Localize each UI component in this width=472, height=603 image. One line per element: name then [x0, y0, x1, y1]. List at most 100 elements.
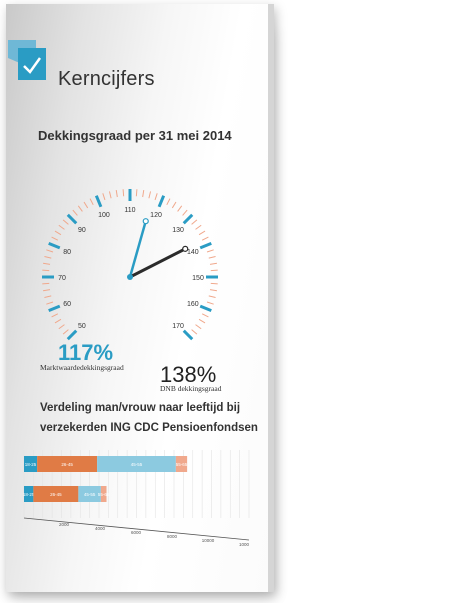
- gauge-minor-tick: [208, 255, 216, 259]
- gauge-tick-label: 60: [63, 301, 71, 308]
- gauge-minor-tick: [209, 262, 217, 265]
- bar-segment: [33, 486, 79, 502]
- gauge-minor-tick: [77, 205, 83, 212]
- brand-title: Kerncijfers: [58, 68, 155, 90]
- gauge-tick-label: 80: [63, 249, 71, 256]
- bar-segment: [100, 486, 107, 502]
- gauge-minor-tick: [42, 282, 50, 285]
- dnb-value-needle: [129, 247, 186, 279]
- bar-segment-label: 45-55: [84, 492, 96, 497]
- gauge-minor-tick: [62, 329, 69, 335]
- gauge-tick-label: 100: [98, 212, 110, 219]
- dnb-needle-tip: [182, 245, 189, 252]
- gauge-minor-tick: [122, 189, 125, 197]
- gauge-tick-label: 140: [187, 249, 199, 256]
- gauge-minor-tick: [44, 255, 52, 259]
- gauge-minor-tick: [115, 190, 118, 198]
- gauge-minor-tick: [166, 198, 171, 206]
- bar-segment: [97, 456, 176, 472]
- gauge-minor-tick: [154, 193, 158, 201]
- bar-segment-label: 26-45: [61, 462, 73, 467]
- gauge-major-tick: [199, 241, 212, 250]
- dnb-value-label: DNB dekkingsgraad: [160, 384, 222, 393]
- gauge-minor-tick: [148, 191, 152, 199]
- gauge-minor-tick: [198, 230, 206, 236]
- market-needle-tip: [142, 218, 149, 225]
- gauge-minor-tick: [135, 189, 138, 197]
- gauge-minor-tick: [208, 295, 216, 299]
- market-value-needle: [128, 220, 147, 278]
- gauge-tick-label: 120: [150, 212, 162, 219]
- gauge-major-tick: [94, 195, 103, 208]
- gauge-major-tick: [48, 241, 61, 250]
- gauge-minor-tick: [89, 198, 94, 206]
- gauge-minor-tick: [201, 236, 209, 241]
- gauge-major-tick: [182, 329, 194, 341]
- gauge-minor-tick: [182, 209, 188, 216]
- gauge-minor-tick: [177, 205, 183, 212]
- gauge-minor-tick: [72, 209, 78, 216]
- x-tick-label: 2000: [59, 522, 70, 527]
- bar-segment: [37, 456, 98, 472]
- gauge-minor-tick: [51, 236, 59, 241]
- gauge-minor-tick: [195, 324, 202, 330]
- checkmark-logo-icon: [8, 40, 46, 80]
- gauge-minor-tick: [102, 193, 106, 201]
- bar-segment-label: 18-25: [25, 462, 37, 467]
- gauge-tick-label: 90: [78, 227, 86, 234]
- gauge-minor-tick: [54, 318, 62, 324]
- bar-segment-label: 18-25: [23, 492, 35, 497]
- bar-segment: [24, 486, 34, 502]
- gauge-major-tick: [66, 213, 78, 225]
- x-axis: [23, 517, 250, 541]
- market-value-label: Marktwaardedekkingsgraad: [40, 363, 124, 372]
- gauge-minor-tick: [58, 224, 65, 230]
- bar-segment: [175, 456, 188, 472]
- gauge-minor-tick: [54, 230, 62, 236]
- dnb-value-percent: 138%: [160, 362, 217, 387]
- market-value-percent: 117%: [58, 340, 114, 365]
- coverage-gauge: 50 60 70 80 90 100 110 120 130 140 150 160 170: [42, 189, 218, 341]
- gauge-tick-label: 160: [187, 301, 199, 308]
- gauge-minor-tick: [46, 301, 54, 305]
- gauge-tick-label: 150: [192, 275, 204, 282]
- distribution-title-line1: Verdeling man/vrouw naar leeftijd bij: [40, 402, 241, 414]
- gauge-minor-tick: [43, 289, 51, 292]
- gauge-minor-tick: [42, 269, 50, 272]
- gauge-minor-tick: [62, 219, 69, 225]
- bar-segment-label: 55-65: [176, 462, 188, 467]
- gauge-minor-tick: [142, 190, 145, 198]
- gauge-major-tick: [182, 213, 194, 225]
- gauge-minor-tick: [206, 301, 214, 305]
- distribution-title-line2: verzekerden ING CDC Pensioenfondsen: [40, 422, 258, 434]
- gauge-minor-tick: [209, 289, 217, 292]
- x-tick-label: 1000: [239, 542, 250, 547]
- x-tick-label: 4000: [95, 526, 106, 531]
- gauge-minor-tick: [201, 313, 209, 318]
- gauge-minor-tick: [58, 324, 65, 330]
- gauge-minor-tick: [210, 269, 218, 272]
- gauge-tick-label: 110: [124, 207, 135, 214]
- gauge-tick-label: 170: [172, 323, 184, 330]
- x-tick-label: 10000: [202, 538, 215, 543]
- gauge-major-tick: [48, 304, 61, 313]
- gauge-minor-tick: [191, 329, 198, 335]
- gauge-minor-tick: [108, 191, 112, 199]
- gauge-minor-tick: [51, 313, 59, 318]
- gauge-minor-tick: [210, 282, 218, 285]
- gauge-minor-tick: [198, 318, 206, 324]
- gauge-major-tick: [66, 329, 78, 341]
- gauge-minor-tick: [171, 201, 177, 209]
- gauge-tick-label: 130: [172, 227, 184, 234]
- x-tick-label: 6000: [131, 530, 142, 535]
- bar-segment: [78, 486, 101, 502]
- gauge-minor-tick: [44, 295, 52, 299]
- section-title: Dekkingsgraad per 31 mei 2014: [38, 128, 232, 143]
- gauge-minor-tick: [191, 219, 198, 225]
- gauge-hub: [127, 274, 133, 280]
- gauge-major-tick: [199, 304, 212, 313]
- bar-segment: [24, 456, 38, 472]
- gauge-minor-tick: [195, 224, 202, 230]
- bar-segment-label: 55-65: [98, 492, 110, 497]
